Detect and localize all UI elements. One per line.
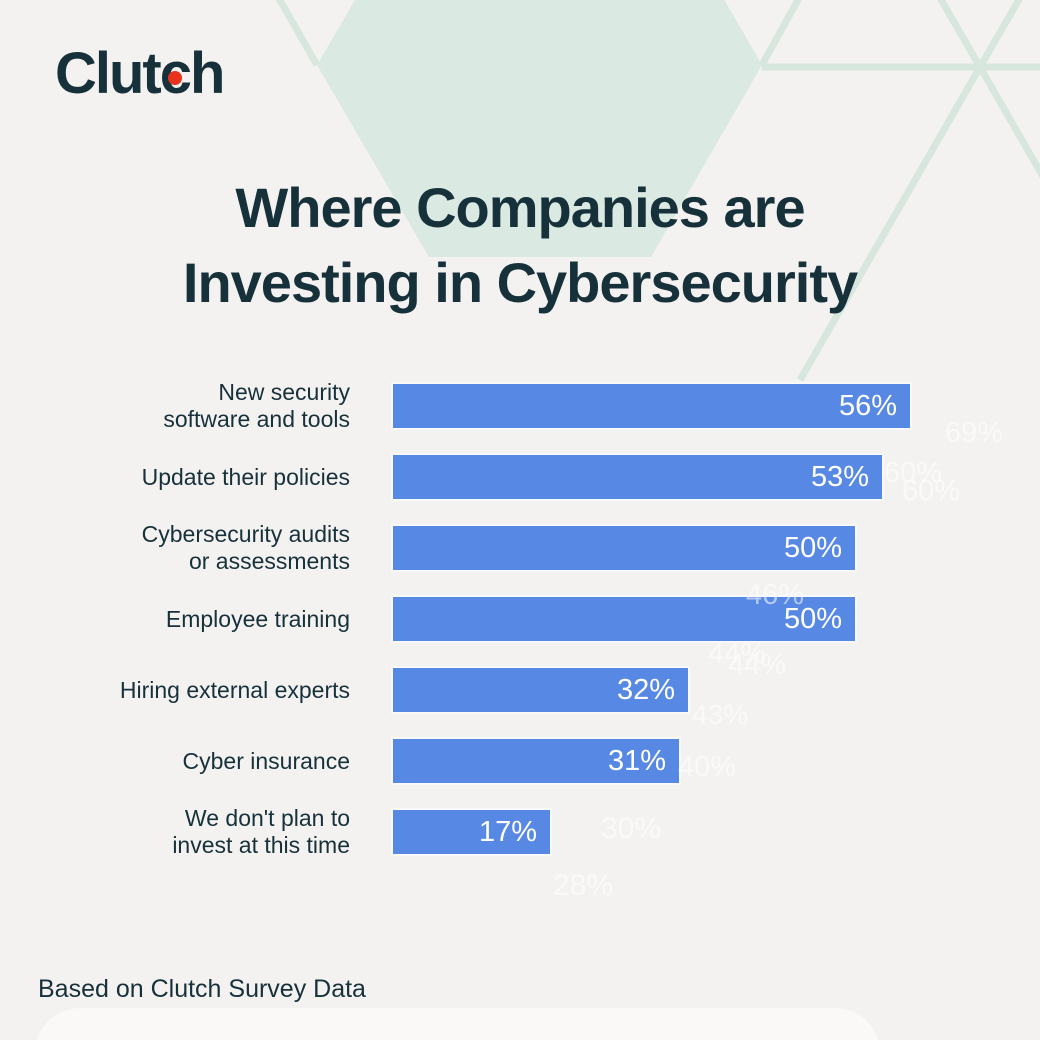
category-label-line: Cyber insurance [182, 747, 350, 774]
bar: 53% [393, 455, 882, 499]
category-label: Employee training [0, 606, 350, 633]
category-label-line: We don't plan to [184, 805, 350, 831]
bar: 32% [393, 668, 688, 712]
value-label: 31% [607, 744, 666, 777]
bar: 17% [393, 810, 550, 854]
logo-red-dot-icon [167, 71, 182, 85]
value-label: 56% [838, 389, 897, 422]
value-label: 17% [478, 815, 537, 848]
bar-row: Employee training 50% [0, 597, 1040, 641]
category-label-line: Cybersecurity audits [141, 521, 350, 547]
category-label: Update their policies [0, 464, 350, 491]
bar-row: New security software and tools 56% [0, 379, 1040, 432]
category-label-line: New security [218, 379, 350, 405]
category-label-line: invest at this time [172, 832, 350, 858]
title-line-1: Where Companies are [235, 176, 805, 239]
bottom-faint-shape [36, 1008, 879, 1040]
bar-row: Hiring external experts 32% [0, 668, 1040, 712]
chart-title: Where Companies are Investing in Cyberse… [0, 170, 1040, 320]
category-label-line: software and tools [163, 406, 350, 432]
category-label: Hiring external experts [0, 677, 350, 704]
value-label: 53% [810, 460, 869, 493]
value-label: 32% [616, 673, 675, 706]
category-label-line: or assessments [188, 548, 350, 574]
category-label: Cybersecurity audits or assessments [0, 521, 350, 575]
category-label: Cyber insurance [0, 748, 350, 775]
hexagon-fill-shape [317, 0, 762, 257]
bar-row: We don't plan to invest at this time 17% [0, 805, 1040, 858]
bar: 50% [393, 597, 855, 641]
logo-letter-c: c [160, 45, 192, 103]
category-label: We don't plan to invest at this time [0, 805, 350, 859]
hexagon-grid-lines [275, 0, 1040, 382]
bar-row: Cyber insurance 31% [0, 739, 1040, 783]
bar: 56% [393, 384, 910, 428]
category-label-line: Update their policies [141, 463, 350, 490]
clutch-logo: Clutch [55, 45, 225, 103]
logo-text-pre: Clut [55, 41, 162, 106]
title-line-2: Investing in Cybersecurity [182, 251, 858, 314]
bar: 31% [393, 739, 679, 783]
source-note: Based on Clutch Survey Data [38, 975, 366, 1003]
bar: 50% [393, 526, 855, 570]
category-label: New security software and tools [0, 379, 350, 433]
logo-text-post: h [190, 41, 225, 106]
bar-chart: New security software and tools 56% Update … [0, 379, 1040, 881]
value-label: 50% [783, 531, 842, 564]
category-label-line: Hiring external experts [119, 676, 350, 703]
category-label-line: Employee training [165, 605, 350, 632]
bar-row: Cybersecurity audits or assessments 50% [0, 521, 1040, 574]
value-label: 50% [783, 602, 842, 635]
bar-row: Update their policies 53% [0, 455, 1040, 499]
